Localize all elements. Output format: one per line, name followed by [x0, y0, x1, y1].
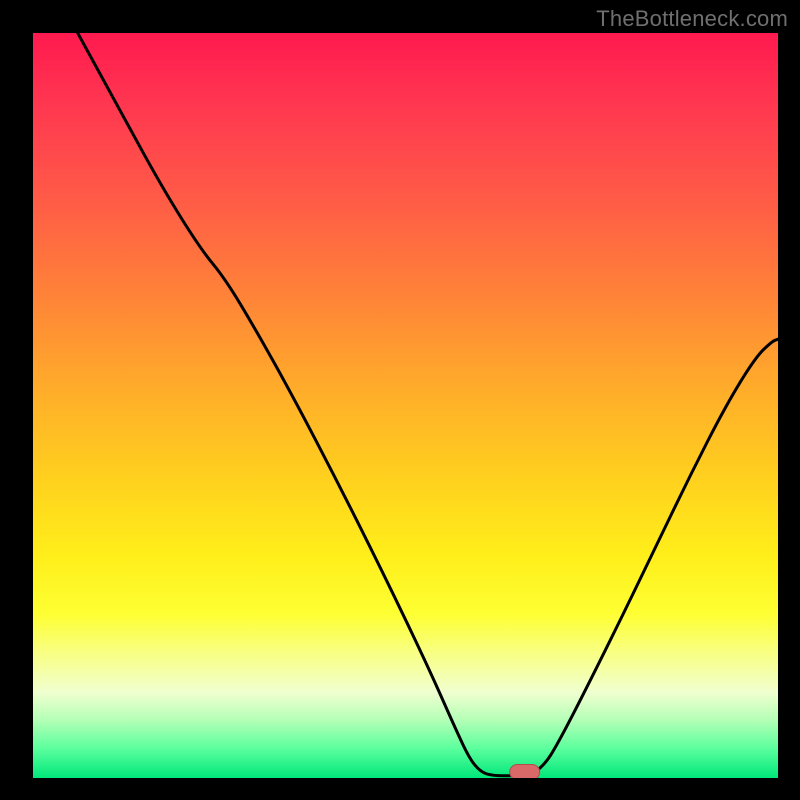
optimal-marker	[510, 765, 540, 778]
chart-frame: TheBottleneck.com	[0, 0, 800, 800]
gradient-background	[33, 33, 778, 778]
watermark-text: TheBottleneck.com	[596, 6, 788, 32]
bottleneck-chart	[33, 33, 778, 778]
